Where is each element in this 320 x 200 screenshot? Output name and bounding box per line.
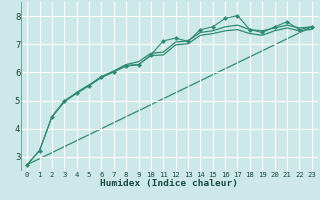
X-axis label: Humidex (Indice chaleur): Humidex (Indice chaleur) xyxy=(100,179,238,188)
